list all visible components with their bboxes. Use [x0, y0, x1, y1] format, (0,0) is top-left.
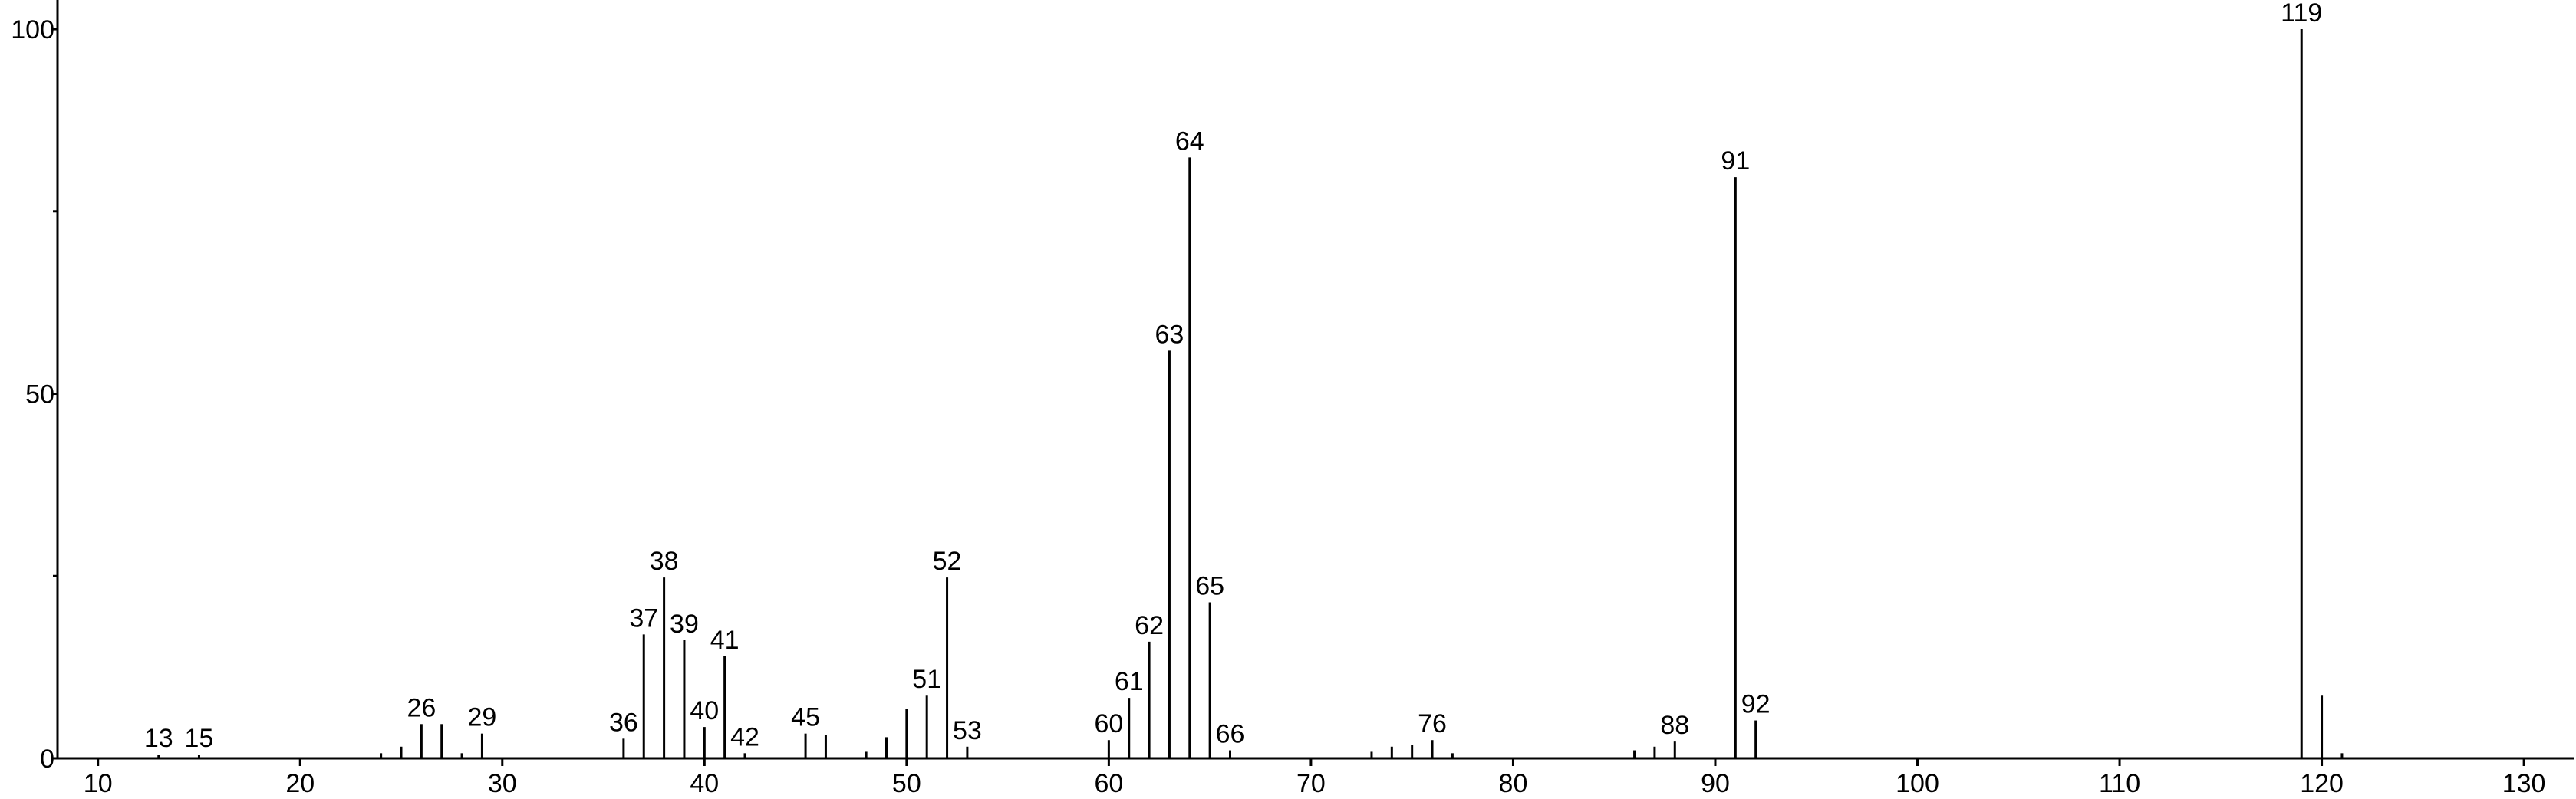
- peak-label: 13: [144, 724, 173, 753]
- peak-label: 64: [1175, 127, 1204, 156]
- peak-label: 42: [730, 722, 759, 751]
- x-tick-label: 10: [84, 769, 113, 798]
- peak-label: 62: [1135, 611, 1164, 640]
- peak-label: 63: [1155, 320, 1184, 349]
- x-tick-label: 40: [690, 769, 719, 798]
- peak-label: 61: [1115, 667, 1144, 696]
- peak-label: 45: [791, 703, 820, 732]
- peak-label: 41: [710, 626, 740, 655]
- y-tick-label: 0: [40, 745, 54, 774]
- peak-label: 92: [1741, 690, 1771, 719]
- x-tick-label: 120: [2300, 769, 2344, 798]
- peak-label: 60: [1094, 709, 1123, 738]
- x-tick-label: 130: [2502, 769, 2546, 798]
- x-tick-label: 60: [1094, 769, 1123, 798]
- peak-label: 36: [609, 708, 638, 737]
- x-tick-label: 90: [1701, 769, 1730, 798]
- peak-label: 39: [670, 610, 699, 639]
- peak-label: 40: [690, 696, 719, 725]
- peak-label: 65: [1195, 571, 1224, 600]
- peak-label: 15: [185, 724, 214, 753]
- peak-label: 53: [953, 716, 982, 745]
- x-tick-label: 70: [1296, 769, 1326, 798]
- peak-label: 88: [1660, 711, 1689, 740]
- peak-label: 52: [933, 547, 962, 576]
- peak-label: 29: [468, 703, 497, 732]
- x-tick-label: 30: [488, 769, 517, 798]
- x-tick-label: 20: [285, 769, 315, 798]
- peak-label: 38: [650, 547, 679, 576]
- peak-label: 26: [407, 693, 436, 722]
- y-tick-label: 50: [25, 380, 54, 409]
- x-tick-label: 50: [892, 769, 921, 798]
- peak-label: 91: [1721, 146, 1750, 176]
- peak-label: 119: [2281, 0, 2322, 28]
- peak-label: 51: [912, 665, 941, 694]
- peak-label: 66: [1216, 720, 1245, 749]
- peak-label: 37: [629, 603, 658, 633]
- x-tick-label: 100: [1896, 769, 1939, 798]
- peak-label: 76: [1418, 709, 1447, 738]
- x-tick-label: 80: [1499, 769, 1528, 798]
- x-tick-label: 110: [2099, 769, 2140, 798]
- y-tick-label: 100: [11, 15, 54, 44]
